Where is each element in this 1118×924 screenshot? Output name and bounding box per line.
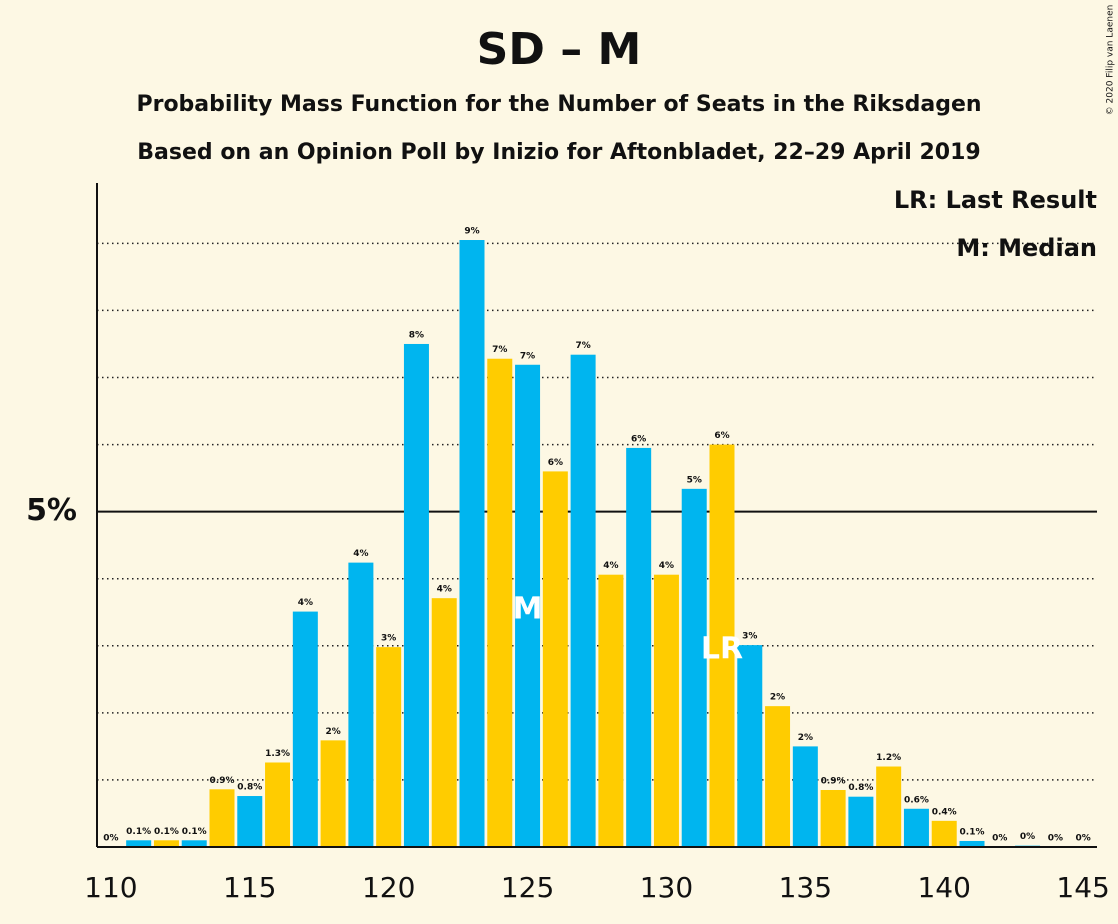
chart-subtitle: Based on an Opinion Poll by Inizio for A…	[137, 140, 980, 165]
value-label: 0.6%	[904, 795, 929, 805]
value-label: 1.3%	[265, 749, 290, 759]
value-label: 8%	[409, 330, 424, 340]
bar	[153, 840, 179, 847]
value-label: 0.9%	[210, 776, 235, 786]
annotation: LR	[701, 632, 743, 667]
value-label: 0%	[992, 834, 1007, 844]
value-label: 3%	[742, 632, 757, 642]
x-tick-label: 135	[779, 871, 832, 904]
bar	[959, 840, 985, 847]
bar	[292, 611, 318, 847]
x-tick-label: 130	[640, 871, 693, 904]
x-tick-label: 145	[1056, 871, 1109, 904]
x-tick-label: 140	[917, 871, 970, 904]
bar	[265, 762, 291, 847]
legend-entry: M: Median	[956, 234, 1097, 262]
value-label: 9%	[464, 227, 479, 237]
value-label: 2%	[798, 733, 813, 743]
bar	[765, 706, 791, 847]
value-label: 2%	[325, 727, 340, 737]
value-label: 4%	[603, 561, 618, 571]
value-label: 0%	[1020, 832, 1035, 842]
value-label: 0.8%	[237, 783, 262, 793]
bar	[737, 645, 763, 847]
bar	[348, 562, 374, 847]
value-label: 7%	[575, 341, 590, 351]
value-label: 4%	[659, 561, 674, 571]
value-label: 0.1%	[154, 827, 179, 837]
value-label: 0.8%	[848, 783, 873, 793]
chart-title: SD – M	[477, 24, 642, 75]
bar	[598, 574, 624, 847]
value-label: 0.1%	[126, 827, 151, 837]
bar	[570, 354, 596, 847]
bar	[431, 598, 457, 847]
bar	[209, 789, 235, 847]
x-tick-label: 125	[501, 871, 554, 904]
value-label: 4%	[437, 585, 452, 595]
value-label: 7%	[492, 345, 507, 355]
bar	[681, 488, 707, 847]
bar	[792, 746, 818, 847]
bar	[459, 240, 485, 847]
value-label: 1.2%	[876, 753, 901, 763]
value-label: 0%	[1048, 834, 1063, 844]
x-tick-label: 110	[84, 871, 137, 904]
bar	[876, 766, 902, 847]
bar	[515, 364, 541, 847]
y-tick-label: 5%	[26, 493, 77, 528]
bar	[542, 471, 568, 847]
bar	[376, 647, 402, 847]
value-label: 0%	[103, 834, 118, 844]
value-label: 0.1%	[960, 827, 985, 837]
value-label: 7%	[520, 351, 535, 361]
bar	[820, 789, 846, 847]
value-label: 6%	[631, 434, 646, 444]
value-label: 0.1%	[182, 827, 207, 837]
annotation: M	[513, 592, 543, 627]
bar	[653, 574, 679, 847]
bar	[626, 447, 652, 847]
value-label: 0%	[1075, 834, 1090, 844]
bar	[848, 796, 874, 847]
bar	[403, 343, 429, 847]
value-label: 2%	[770, 693, 785, 703]
bar	[903, 808, 929, 847]
bar	[237, 796, 263, 847]
value-label: 3%	[381, 634, 396, 644]
legend-entry: LR: Last Result	[894, 186, 1097, 214]
bar	[320, 740, 346, 847]
value-label: 0.4%	[932, 807, 957, 817]
value-label: 4%	[353, 549, 368, 559]
chart-subtitle: Probability Mass Function for the Number…	[136, 92, 981, 117]
bar	[126, 840, 152, 847]
value-label: 5%	[687, 475, 702, 485]
bar	[181, 840, 207, 847]
bar	[709, 444, 735, 847]
copyright: © 2020 Filip van Laenen	[1106, 5, 1116, 116]
x-tick-label: 120	[362, 871, 415, 904]
value-label: 4%	[298, 598, 313, 608]
bar	[487, 358, 513, 847]
value-label: 0.9%	[821, 776, 846, 786]
x-tick-label: 115	[223, 871, 276, 904]
value-label: 6%	[714, 431, 729, 441]
value-label: 6%	[548, 458, 563, 468]
bar	[931, 820, 957, 847]
